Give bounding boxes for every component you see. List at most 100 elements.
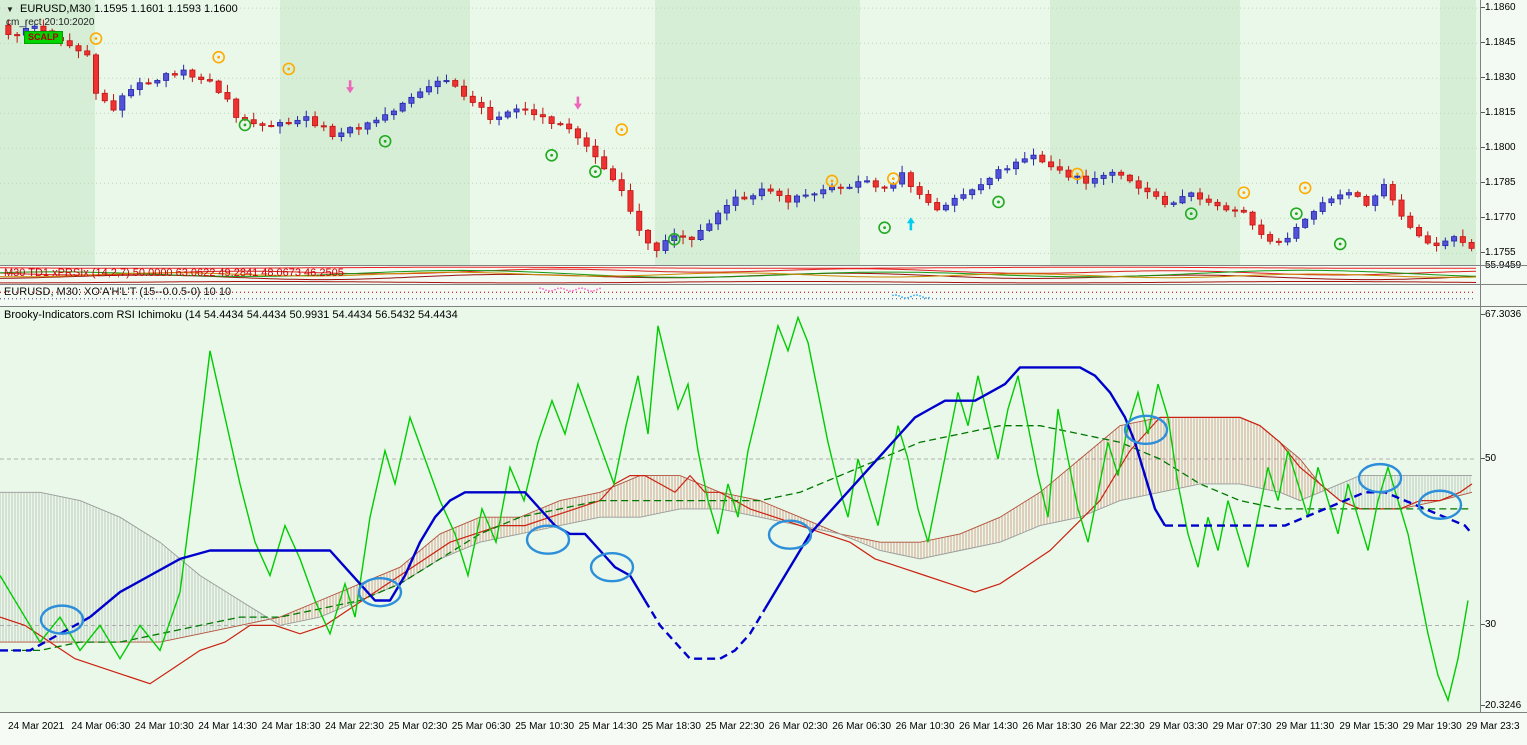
crossover-circle-annotation — [1357, 462, 1403, 494]
axis-tick — [1481, 182, 1485, 184]
rsi-axis-label: 67.3036 — [1485, 308, 1522, 320]
price-axis-label: 1.1815 — [1485, 107, 1516, 119]
signal-badge: SCALP — [24, 31, 63, 44]
candles-layer — [5, 19, 1475, 258]
panel-separator[interactable] — [0, 284, 1527, 285]
crossover-circle-annotation — [1417, 489, 1463, 520]
cloud-span-a-line — [0, 416, 1473, 643]
session-bands-layer — [0, 0, 1476, 265]
td1-xprsix-canvas[interactable] — [0, 266, 1480, 284]
rsi-axis-label: 50 — [1485, 452, 1497, 464]
chart-title: ▼ EURUSD,M30 1.1595 1.1601 1.1593 1.1600 — [6, 3, 238, 15]
orange-dot-signal-icon — [282, 62, 296, 76]
time-axis-label: 25 Mar 06:30 — [451, 721, 511, 732]
time-axis-label: 29 Mar 11:30 — [1276, 721, 1335, 732]
price-grid-layer — [0, 7, 1480, 254]
axis-tick — [1481, 704, 1485, 706]
time-axis-label: 26 Mar 02:30 — [768, 721, 828, 732]
td1-xprsix-indicator-panel: M30 TD1 xPRSIx (14,2,7) 50.0000 63.0622 … — [0, 266, 1480, 284]
time-axis-label: 29 Mar 15:30 — [1339, 721, 1399, 732]
symbol-marker-icon: ▼ — [6, 5, 14, 14]
price-axis-label: 1.1830 — [1485, 72, 1516, 84]
panel-separator[interactable] — [0, 265, 1527, 266]
time-axis-label: 24 Mar 2021 — [8, 721, 65, 732]
orange-dot-signal-icon — [1071, 167, 1084, 181]
time-axis-label: 29 Mar 19:30 — [1402, 721, 1462, 732]
kijun-blue-line — [89, 491, 647, 619]
panel-separator[interactable] — [0, 306, 1527, 307]
time-axis-label: 25 Mar 02:30 — [388, 721, 448, 732]
time-axis-label: 29 Mar 03:30 — [1149, 721, 1209, 732]
green-dot-signal-icon — [667, 233, 681, 246]
price-chart-canvas[interactable] — [0, 0, 1480, 265]
time-axis-label: 26 Mar 22:30 — [1085, 721, 1145, 732]
time-axis[interactable]: 24 Mar 2021 24 Mar 06:30 24 Mar 10:30 24 Ma… — [0, 713, 1527, 745]
rsi-ichimoku-canvas[interactable] — [0, 307, 1480, 712]
panel-separator — [0, 712, 1527, 713]
axis-tick — [1481, 252, 1485, 254]
green-dot-signal-icon — [1290, 207, 1303, 220]
rsi-axis-label: 30 — [1485, 619, 1497, 631]
time-axis-label: 25 Mar 14:30 — [578, 721, 638, 732]
time-axis-label: 24 Mar 10:30 — [134, 721, 194, 732]
kijun-blue-line — [1165, 491, 1473, 535]
ichimoku-cloud-layer — [0, 417, 1471, 643]
green-dot-signal-icon — [992, 195, 1005, 209]
symbol-period-label: EURUSD,M30 — [19, 3, 91, 15]
axis-tick — [1481, 624, 1485, 626]
time-axis-label: 26 Mar 06:30 — [832, 721, 892, 732]
time-axis-label: 24 Mar 22:30 — [325, 721, 384, 732]
price-axis[interactable]: 1.1860 1.1845 1.1830 1.1815 1.1800 1.1785 1.17… — [1480, 0, 1527, 713]
time-axis-label: 24 Mar 18:30 — [261, 721, 321, 732]
rsi-axis-label: 20.3246 — [1485, 699, 1522, 711]
time-axis-label: 26 Mar 10:30 — [895, 721, 955, 732]
td1-xprsix-title: M30 TD1 xPRSIx (14,2,7) 50.0000 63.0622 … — [4, 267, 344, 279]
rsi-ichimoku-title: Brooky-Indicators.com RSI Ichimoku (14 5… — [4, 309, 458, 321]
axis-tick — [1481, 112, 1485, 114]
ohlc-readout: 1.1595 1.1601 1.1593 1.1600 — [93, 3, 238, 15]
axis-tick — [1481, 7, 1485, 9]
orange-dot-signal-icon — [615, 123, 629, 136]
green-dot-signal-icon — [545, 148, 558, 162]
crossover-circle-annotation — [39, 604, 85, 635]
axis-tick — [1481, 217, 1485, 219]
orange-dot-signal-icon — [825, 174, 839, 188]
crossover-circle-annotation — [767, 519, 813, 550]
signal-markers-layer — [89, 32, 1347, 251]
green-dot-signal-icon — [589, 165, 602, 178]
rsi-line — [0, 315, 1469, 703]
xo-indicator-canvas[interactable] — [0, 285, 1480, 306]
green-dot-signal-icon — [878, 221, 891, 234]
crossover-circle-annotation — [525, 524, 571, 555]
orange-dot-signal-icon — [1237, 186, 1251, 199]
price-axis-label: 1.1800 — [1485, 142, 1516, 154]
orange-dot-signal-icon — [212, 50, 225, 64]
kijun-blue-line — [0, 616, 91, 652]
time-axis-label: 26 Mar 18:30 — [1022, 721, 1082, 732]
axis-tick — [1481, 313, 1485, 315]
xo-indicator-title: EURUSD, M30: XO'A'H'L'T (15--0.0.5-0) 10… — [4, 286, 232, 298]
time-axis-label: 29 Mar 23:3 — [1466, 721, 1520, 732]
orange-dot-signal-icon — [887, 172, 900, 185]
time-axis-label: 26 Mar 14:30 — [959, 721, 1018, 732]
green-dot-signal-icon — [1184, 207, 1198, 220]
time-axis-label: 24 Mar 14:30 — [198, 721, 258, 732]
price-axis-label: 1.1755 — [1485, 247, 1516, 259]
time-axis-label: 25 Mar 22:30 — [705, 721, 765, 732]
orange-dot-signal-icon — [89, 32, 103, 45]
ichimoku-red-line — [0, 416, 1473, 685]
price-axis-label: 1.1860 — [1485, 2, 1516, 14]
axis-tick — [1481, 77, 1485, 79]
green-dot-signal-icon — [238, 118, 252, 132]
overlay-object-label: cm_rect 20:10:2020 — [6, 17, 95, 28]
price-axis-label: 1.1785 — [1485, 177, 1516, 189]
orange-dot-signal-icon — [1298, 181, 1312, 195]
time-axis-label: 24 Mar 06:30 — [71, 721, 131, 732]
axis-tick — [1481, 147, 1485, 149]
time-axis-label: 25 Mar 10:30 — [515, 721, 575, 732]
time-axis-label: 29 Mar 07:30 — [1212, 721, 1272, 732]
green-dot-signal-icon — [1333, 237, 1347, 251]
green-dot-signal-icon — [378, 134, 392, 148]
crossover-circle-annotation — [589, 551, 635, 583]
